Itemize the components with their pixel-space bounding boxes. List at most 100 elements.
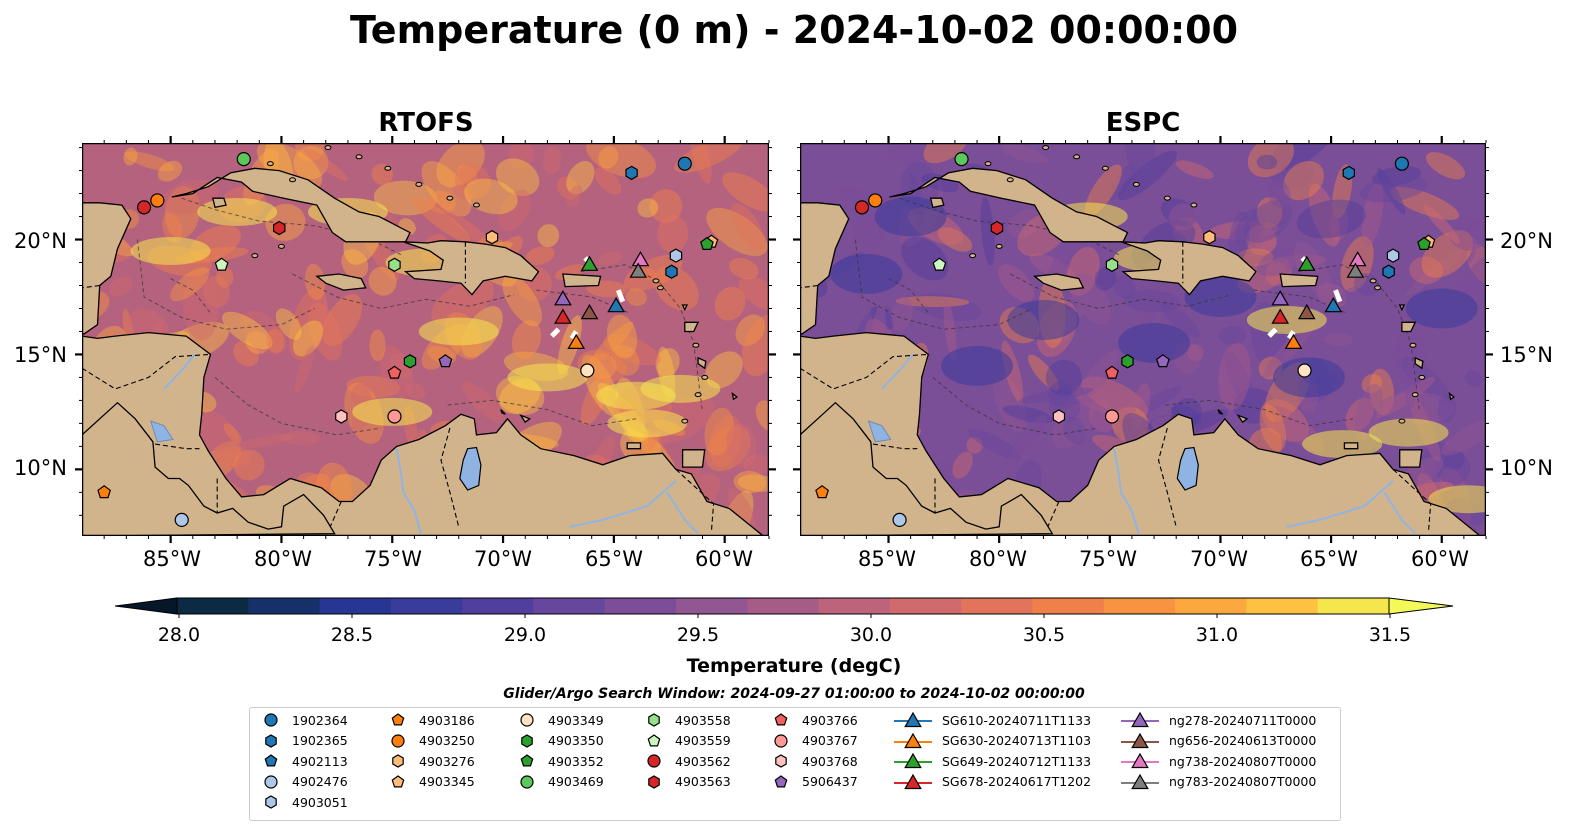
- land-antigua: [681, 304, 689, 312]
- argo-marker-4903563: [990, 220, 1004, 236]
- colorbar-segment: [533, 598, 606, 614]
- legend-label: ng278-20240711T0000: [1169, 712, 1317, 728]
- legend-marker-5906437: [774, 774, 788, 787]
- legend-marker-SG630-20240713T1103: [904, 732, 922, 748]
- river: [881, 353, 914, 390]
- lake-nicaragua: [149, 420, 174, 443]
- country-border: [440, 427, 460, 527]
- panel-title-espc: ESPC: [1105, 108, 1181, 138]
- land-jamaica: [315, 273, 367, 291]
- argo-marker-4903186: [97, 485, 112, 499]
- land-puertoRico: [562, 273, 602, 288]
- glider-marker-ng656-20240613T0000: [1297, 303, 1316, 320]
- colorbar-segment: [676, 598, 748, 614]
- argo-marker-4903558: [1105, 257, 1119, 272]
- country-border: [1047, 501, 1060, 528]
- country-border: [872, 443, 918, 450]
- lat-label-10-right: 10°N: [1500, 456, 1553, 480]
- legend-marker-ng656-20240613T0000: [1131, 732, 1149, 748]
- land-curacao: [519, 413, 532, 424]
- legend-label: 1902364: [292, 712, 348, 728]
- colorbar-extend-low: [115, 597, 178, 615]
- legend-label: SG649-20240712T1133: [942, 753, 1092, 769]
- legend-marker-ng278-20240711T0000: [1131, 711, 1149, 728]
- legend-title: Glider/Argo Search Window: 2024-09-27 01…: [503, 686, 1085, 702]
- glider-marker-SG630-20240713T1103: [567, 333, 586, 349]
- legend-item-SG630-20240713T1103: SG630-20240713T1103: [890, 731, 1091, 751]
- land-curacao: [1236, 413, 1249, 424]
- colorbar-tick-label: 29.5: [676, 624, 720, 646]
- legend-marker-4903469: [520, 774, 534, 789]
- legend-label: 4903563: [675, 774, 731, 789]
- country-border: [675, 468, 715, 532]
- glider-marker-SG678-20240617T1202: [1271, 308, 1290, 324]
- land-cuba: [889, 167, 1129, 243]
- legend-item-4903558: 4903558: [639, 710, 731, 730]
- river: [666, 491, 699, 535]
- glider-marker-SG610-20240711T1133: [607, 297, 625, 313]
- land-aruba: [1217, 409, 1224, 415]
- glider-track: [569, 330, 579, 340]
- argo-marker-4903559: [932, 257, 947, 271]
- river: [1286, 480, 1394, 528]
- legend-item-ng783-20240807T0000: ng783-20240807T0000: [1117, 772, 1316, 792]
- argo-marker-4903469: [954, 151, 969, 167]
- argo-marker-4903352: [700, 236, 714, 251]
- colorbar-segment: [1032, 598, 1105, 614]
- legend-item-4902476: 4902476: [256, 772, 348, 792]
- lon-label-60-espc: 60°W: [1411, 547, 1469, 571]
- legend-marker-ng783-20240807T0000: [1131, 773, 1149, 789]
- argo-marker-5906437: [1155, 354, 1170, 368]
- legend-marker-4903562: [647, 754, 661, 768]
- legend-label: ng656-20240613T0000: [1169, 733, 1317, 748]
- figure-title: Temperature (0 m) - 2024-10-02 00:00:00: [349, 8, 1239, 52]
- legend-item-5906437: 5906437: [766, 772, 858, 792]
- river: [395, 448, 423, 534]
- land-margarita: [626, 442, 642, 450]
- argo-marker-4903563: [273, 220, 286, 236]
- legend-marker-4903559: [647, 733, 661, 746]
- land-isla: [929, 197, 945, 209]
- argo-marker-4903276: [485, 230, 499, 245]
- land-centralAm: [82, 331, 769, 536]
- legend-marker-SG610-20240711T1133: [904, 711, 922, 728]
- legend-label: 5906437: [802, 774, 858, 789]
- map-frame: [82, 143, 769, 536]
- legend-marker-4902476: [264, 774, 278, 789]
- lon-label-75-espc: 75°W: [1079, 547, 1137, 571]
- legend-item-4903768: 4903768: [766, 751, 858, 771]
- legend-marker-4903349: [520, 713, 534, 727]
- legend-item-1902365: 1902365: [256, 731, 348, 751]
- legend-marker-4903563: [648, 774, 660, 789]
- land-martinique: [697, 356, 707, 370]
- legend-label: SG678-20240617T1202: [942, 774, 1092, 789]
- glider-track: [615, 289, 626, 303]
- legend-label: 4903766: [802, 712, 858, 728]
- legend-marker-4903051: [265, 795, 277, 809]
- legend-marker-4903345: [391, 774, 405, 787]
- legend-label: ng738-20240807T0000: [1169, 753, 1317, 769]
- river: [163, 353, 196, 390]
- legend-label: SG610-20240711T1133: [942, 712, 1092, 728]
- land-jamaica: [1032, 273, 1085, 291]
- argo-marker-1902365: [625, 165, 638, 181]
- colorbar-tick-label: 31.5: [1368, 624, 1412, 646]
- land-margarita: [1343, 442, 1359, 450]
- legend-item-ng656-20240613T0000: ng656-20240613T0000: [1117, 731, 1316, 751]
- country-border: [155, 443, 200, 450]
- argo-marker-4903562: [854, 200, 870, 215]
- argo-marker-1902365: [1382, 264, 1395, 279]
- lat-label-20-left: 20°N: [14, 229, 67, 253]
- argo-marker-4903767: [1104, 409, 1120, 424]
- country-border: [82, 284, 100, 289]
- argo-marker-4903767: [387, 409, 402, 424]
- legend-marker-4903350: [521, 733, 533, 748]
- country-border: [1157, 427, 1177, 527]
- lon-label-70-rtofs: 70°W: [474, 547, 532, 571]
- glider-marker-ng738-20240807T0000: [1348, 250, 1367, 267]
- legend-item-4903767: 4903767: [766, 731, 858, 751]
- legend-item-4903352: 4903352: [512, 751, 604, 771]
- argo-marker-4903766: [1105, 365, 1119, 379]
- colorbar-segment: [177, 598, 249, 614]
- argo-marker-4903562: [136, 200, 152, 215]
